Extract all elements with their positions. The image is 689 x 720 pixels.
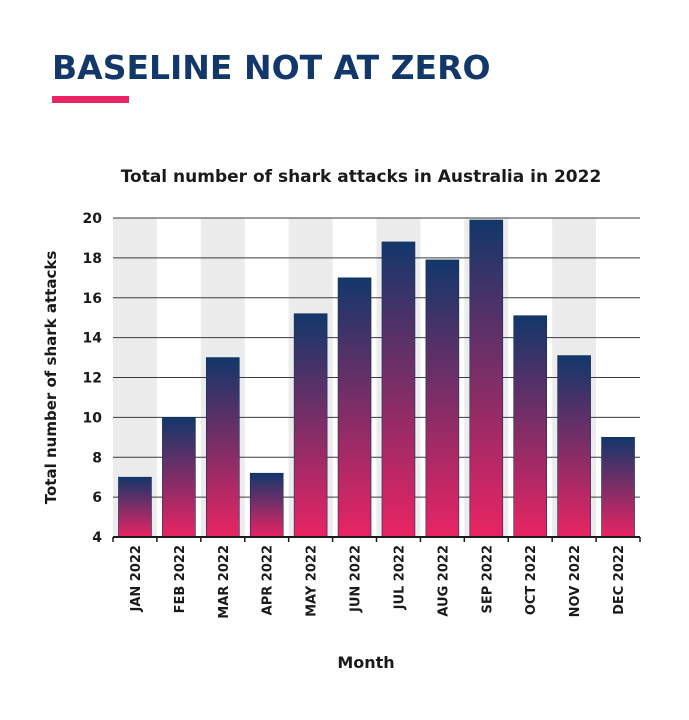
y-tick-labels: 4 6 8 10 12 14 16 18 20 xyxy=(83,211,103,546)
bar xyxy=(249,472,284,538)
x-tick-label: DEC 2022 xyxy=(612,545,627,615)
bar xyxy=(557,355,591,538)
x-tick-label: APR 2022 xyxy=(261,545,276,615)
bar xyxy=(337,277,372,538)
bar xyxy=(162,417,196,538)
y-tick-label: 4 xyxy=(92,530,102,546)
x-tick-label: JUN 2022 xyxy=(349,545,364,613)
y-tick-label: 20 xyxy=(83,211,103,227)
bar xyxy=(425,259,460,538)
y-tick-label: 10 xyxy=(83,410,103,426)
gridlines xyxy=(113,217,640,498)
bar xyxy=(469,219,504,538)
x-tick-label: JAN 2022 xyxy=(129,545,144,613)
y-tick-label: 16 xyxy=(83,291,102,307)
x-tick-label: MAR 2022 xyxy=(217,545,232,619)
y-tick-label: 6 xyxy=(92,490,102,506)
y-tick-label: 14 xyxy=(83,331,103,347)
bars xyxy=(118,219,635,538)
x-tick-label: AUG 2022 xyxy=(436,545,451,617)
x-tick-label: OCT 2022 xyxy=(524,545,539,615)
bar xyxy=(293,313,328,538)
x-tick-label: SEP 2022 xyxy=(480,545,495,613)
x-tick-label: FEB 2022 xyxy=(173,545,188,613)
x-tick-label: NOV 2022 xyxy=(568,545,583,617)
y-axis-label: Total number of shark attacks xyxy=(42,251,60,505)
x-tick-labels: JAN 2022 FEB 2022 MAR 2022 APR 2022 MAY 2022… xyxy=(112,537,641,619)
bar xyxy=(118,476,152,538)
x-tick-label: MAY 2022 xyxy=(305,545,320,617)
page-headline: BASELINE NOT AT ZERO xyxy=(52,48,491,87)
y-tick-label: 12 xyxy=(83,371,102,387)
headline-underline xyxy=(52,96,129,103)
x-tick-label: JUL 2022 xyxy=(392,545,407,610)
bar xyxy=(205,357,240,538)
x-axis-label: Month xyxy=(337,653,394,672)
bar xyxy=(381,241,416,538)
bar xyxy=(601,437,635,538)
chart-title: Total number of shark attacks in Austral… xyxy=(121,167,602,187)
bar xyxy=(513,315,548,538)
y-tick-label: 8 xyxy=(92,450,102,466)
y-tick-label: 18 xyxy=(83,251,102,267)
